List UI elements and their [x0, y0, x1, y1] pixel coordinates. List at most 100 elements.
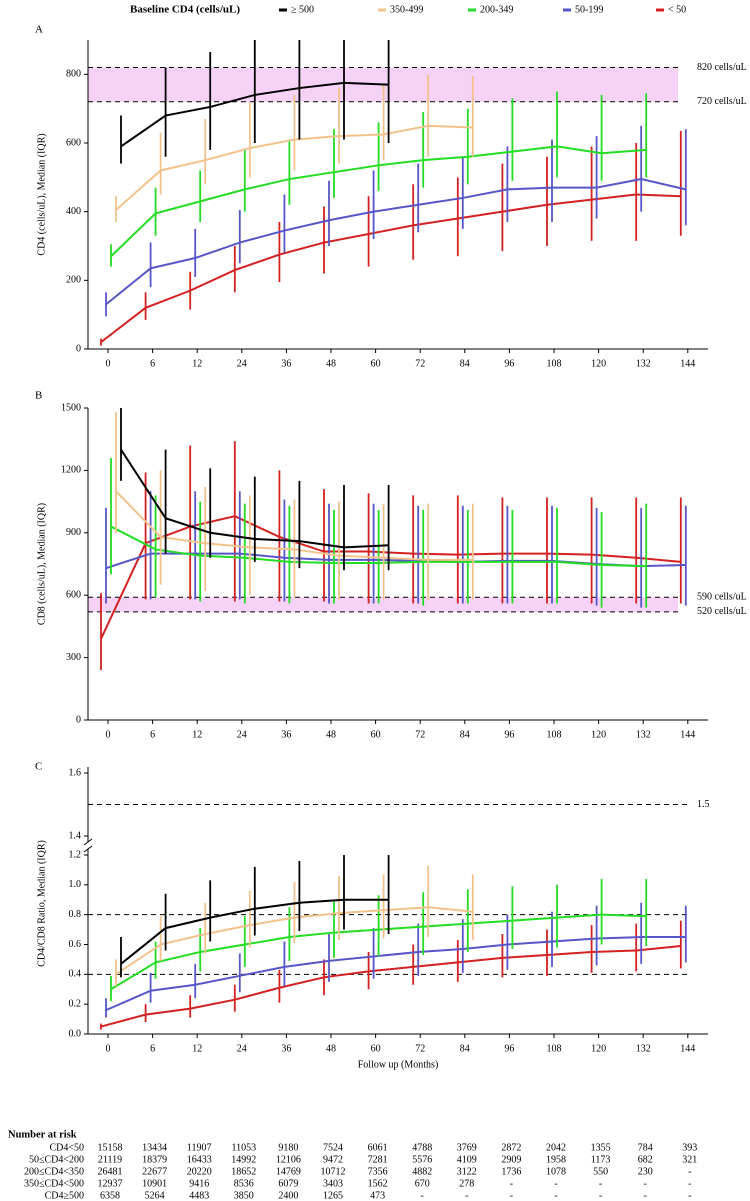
risk-cell: 2872 — [501, 1142, 521, 1153]
risk-cell: 11907 — [187, 1142, 212, 1153]
y-tick-label: 0 — [76, 343, 81, 354]
x-tick-label: 12 — [192, 1043, 202, 1054]
risk-cell: 26481 — [98, 1166, 123, 1177]
risk-cell: 12937 — [98, 1178, 123, 1189]
panel-label: C — [35, 761, 42, 773]
risk-cell: - — [599, 1190, 602, 1201]
risk-cell: 20220 — [187, 1166, 212, 1177]
median-line — [115, 906, 473, 976]
y-axis-label: CD4 (cells/uL), Median (IQR) — [36, 133, 47, 255]
risk-row-label: 50≤CD4<200 — [29, 1154, 84, 1165]
risk-cell: 15158 — [98, 1142, 123, 1153]
x-tick-label: 84 — [460, 729, 470, 740]
risk-cell: - — [421, 1190, 424, 1201]
risk-cell: 3769 — [457, 1142, 477, 1153]
risk-cell: - — [688, 1178, 691, 1189]
axis-break — [83, 838, 93, 846]
legend-label: 200-349 — [480, 4, 513, 15]
x-tick-label: 0 — [106, 358, 111, 369]
risk-cell: 9472 — [323, 1154, 343, 1165]
x-tick-label: 60 — [371, 358, 381, 369]
median-line — [100, 944, 681, 1028]
x-tick-label: 120 — [591, 729, 606, 740]
risk-cell: 1173 — [591, 1154, 611, 1165]
x-tick-label: 108 — [547, 358, 562, 369]
risk-row-label: CD4≥500 — [45, 1190, 84, 1201]
x-tick-label: 120 — [591, 358, 606, 369]
risk-cell: 8536 — [234, 1178, 254, 1189]
x-tick-label: 24 — [237, 358, 247, 369]
risk-cell: 12106 — [276, 1154, 301, 1165]
x-tick-label: 96 — [504, 1043, 514, 1054]
risk-cell: - — [510, 1178, 513, 1189]
median-line — [115, 490, 473, 561]
median-line — [115, 124, 473, 211]
x-tick-label: 144 — [680, 1043, 695, 1054]
risk-cell: - — [599, 1178, 602, 1189]
median-line — [120, 898, 389, 965]
reference-label: 720 cells/uL — [697, 96, 747, 107]
risk-cell: - — [688, 1190, 691, 1201]
risk-cell: 22677 — [142, 1166, 167, 1177]
x-tick-label: 12 — [192, 729, 202, 740]
y-tick-label: 600 — [66, 137, 81, 148]
risk-cell: 2400 — [278, 1190, 298, 1201]
x-tick-label: 72 — [415, 1043, 425, 1054]
x-tick-label: 120 — [591, 1043, 606, 1054]
x-axis-label: Follow up (Months) — [358, 1059, 439, 1070]
y-tick-label: 900 — [66, 527, 81, 538]
risk-cell: - — [644, 1178, 647, 1189]
median-line — [120, 81, 389, 148]
risk-cell: 784 — [638, 1142, 653, 1153]
reference-label: 590 cells/uL — [697, 592, 747, 603]
x-tick-label: 36 — [281, 1043, 291, 1054]
x-tick-label: 144 — [680, 729, 695, 740]
x-tick-label: 132 — [636, 358, 651, 369]
x-tick-label: 144 — [680, 358, 695, 369]
median-line — [100, 515, 681, 640]
y-axis-label: CD4/CD8 Ratio, Median (IQR) — [36, 840, 47, 967]
risk-cell: 10901 — [142, 1178, 167, 1189]
y-tick-label: 0.8 — [69, 909, 82, 920]
legend-label: < 50 — [668, 4, 686, 15]
panel-label: B — [35, 390, 42, 402]
risk-cell: 682 — [638, 1154, 653, 1165]
risk-cell: 2909 — [501, 1154, 521, 1165]
risk-cell: 278 — [459, 1178, 474, 1189]
axis-break — [83, 845, 93, 853]
risk-cell: 4483 — [189, 1190, 209, 1201]
x-tick-label: 84 — [460, 358, 470, 369]
y-tick-label: 0.4 — [69, 969, 82, 980]
x-tick-label: 72 — [415, 729, 425, 740]
legend-title: Baseline CD4 (cells/uL) — [130, 4, 240, 16]
x-tick-label: 12 — [192, 358, 202, 369]
risk-cell: 7281 — [368, 1154, 388, 1165]
risk-cell: 1355 — [591, 1142, 611, 1153]
risk-row-label: 350≤CD4<500 — [24, 1178, 84, 1189]
y-tick-label: 1.4 — [69, 830, 82, 841]
median-line — [105, 936, 686, 1012]
x-tick-label: 24 — [237, 729, 247, 740]
risk-cell: 13434 — [142, 1142, 167, 1153]
risk-cell: - — [554, 1178, 557, 1189]
risk-cell: 1078 — [546, 1166, 566, 1177]
y-tick-label: 0.2 — [69, 998, 82, 1009]
y-tick-label: 400 — [66, 206, 81, 217]
legend-label: 50-199 — [575, 4, 603, 15]
x-tick-label: 0 — [106, 729, 111, 740]
risk-cell: 1958 — [546, 1154, 566, 1165]
median-line — [110, 525, 647, 568]
risk-cell: 9416 — [189, 1178, 209, 1189]
median-line — [110, 913, 647, 991]
risk-cell: 670 — [415, 1178, 430, 1189]
median-line — [110, 145, 647, 258]
risk-cell: 14992 — [231, 1154, 256, 1165]
risk-cell: - — [554, 1190, 557, 1201]
median-line — [120, 449, 389, 549]
y-tick-label: 1.6 — [69, 767, 82, 778]
median-line — [100, 193, 681, 343]
x-tick-label: 36 — [281, 729, 291, 740]
risk-cell: 6061 — [368, 1142, 388, 1153]
y-tick-label: 1200 — [61, 465, 81, 476]
reference-label: 1.5 — [697, 799, 710, 810]
